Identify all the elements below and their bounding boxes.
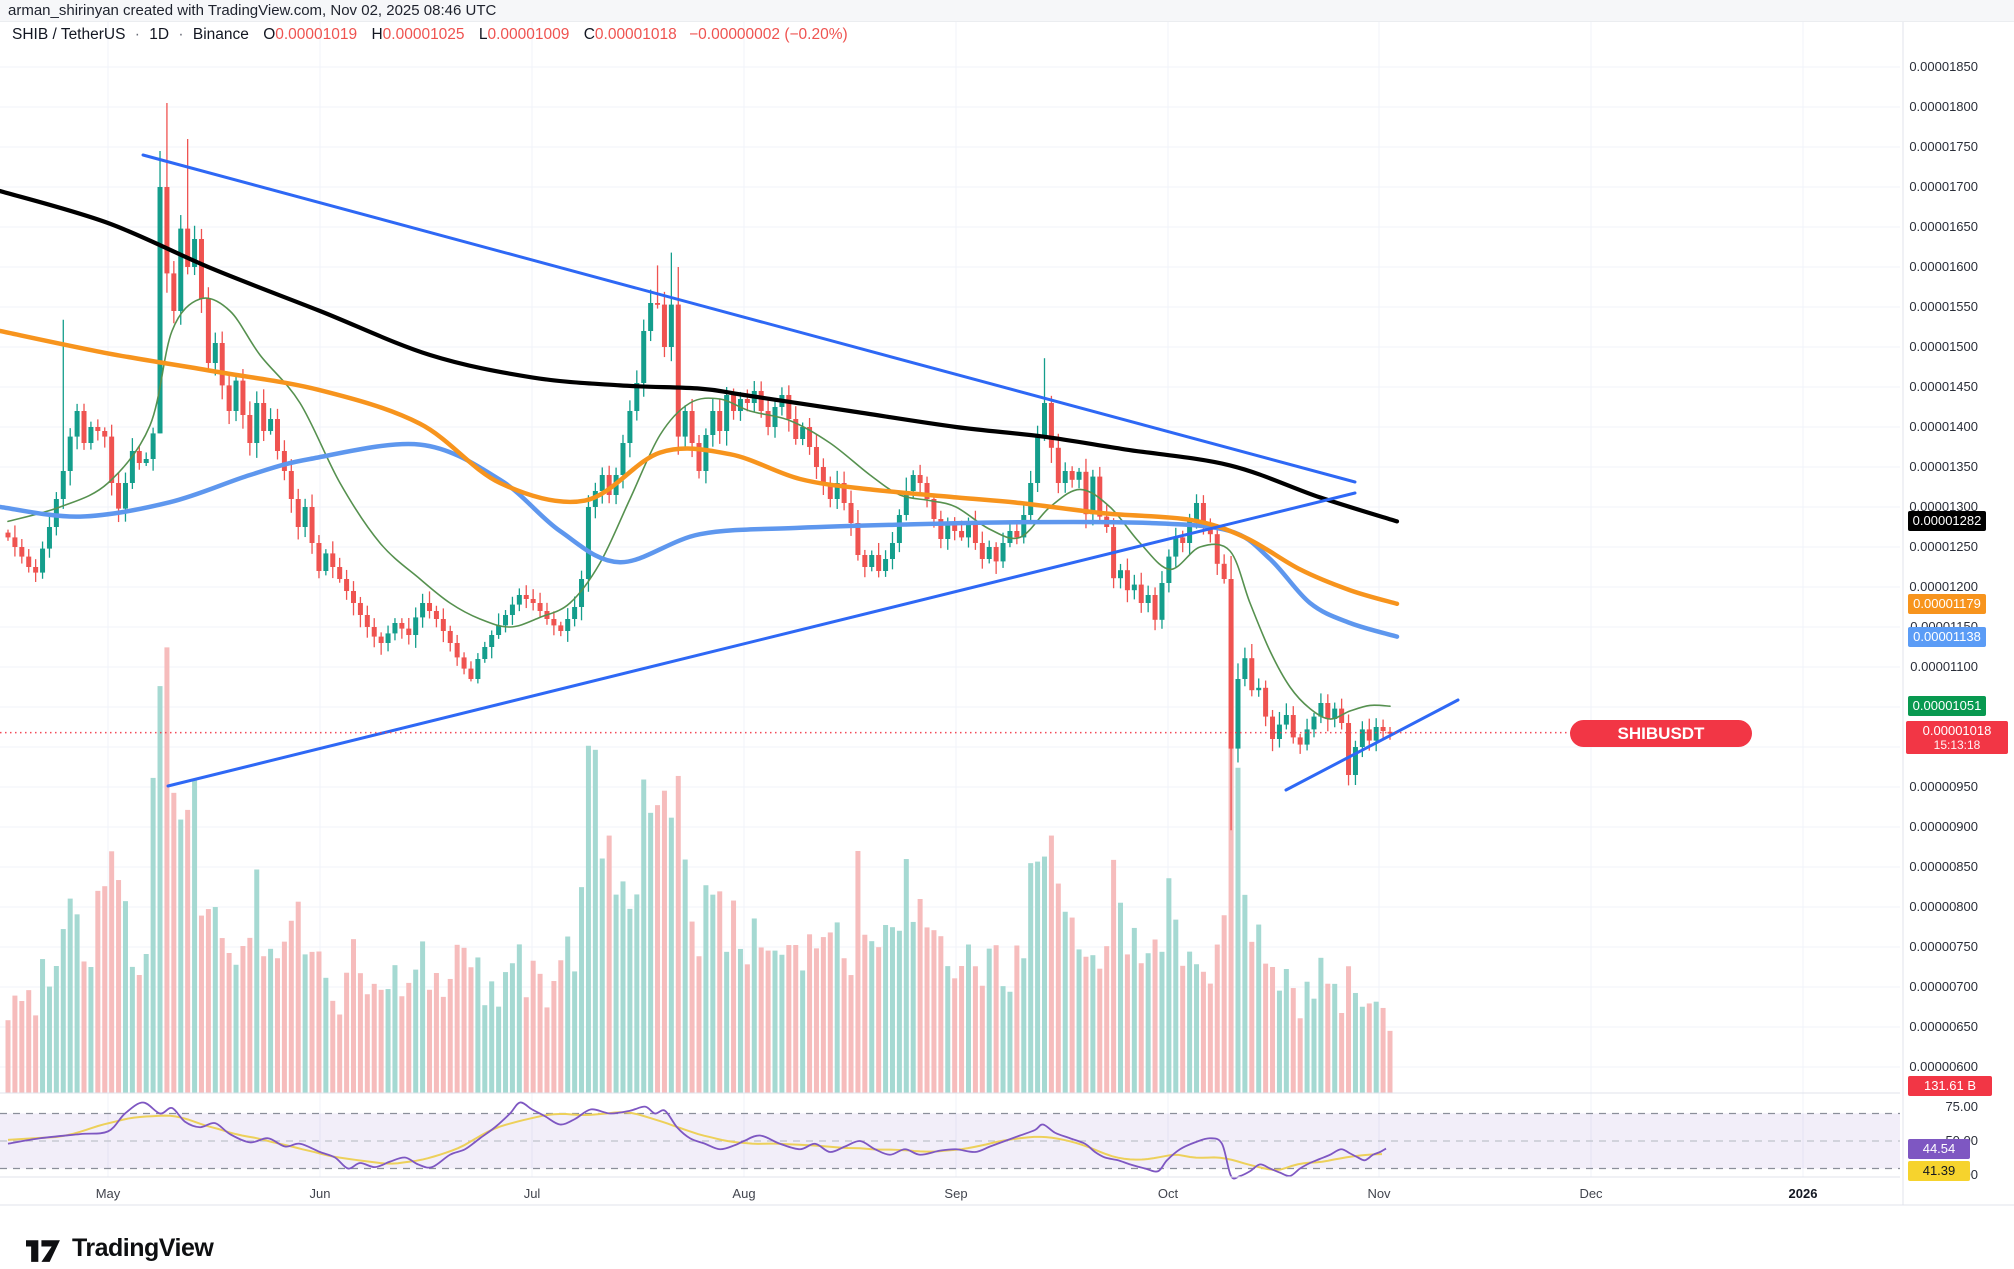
time-axis-label: Aug <box>732 1186 756 1201</box>
time-axis-label: Jun <box>309 1186 331 1201</box>
price-tick-label: 0.00001450 <box>1909 379 1978 394</box>
price-tick-label: 0.00001650 <box>1909 219 1978 234</box>
price-tick-label: 0.00001400 <box>1909 419 1978 434</box>
time-axis-label: Dec <box>1579 1186 1603 1201</box>
tradingview-logo[interactable]: TradingView <box>26 1234 214 1263</box>
price-tick-label: 0.00000700 <box>1909 979 1978 994</box>
legend-separator: · <box>178 26 184 43</box>
legend-low-label: L <box>478 26 488 43</box>
tradingview-logo-text: TradingView <box>72 1234 214 1262</box>
bar-countdown: 15:13:18 <box>1933 737 1981 752</box>
legend-exchange[interactable]: Binance <box>192 26 249 43</box>
legend-open-label: O <box>263 26 276 43</box>
price-tick-label: 0.00001100 <box>1910 659 1978 674</box>
symbol-price-pill: SHIBUSDT <box>1570 720 1752 747</box>
attribution-bar: arman_shirinyan created with TradingView… <box>0 0 2014 22</box>
price-tick-label: 0.00001700 <box>1909 179 1978 194</box>
volume-value-badge: 131.61 B <box>1908 1076 1992 1096</box>
time-axis-label: May <box>95 1186 121 1201</box>
price-tick-label: 0.00000900 <box>1909 819 1978 834</box>
chart-legend: SHIB / TetherUS · 1D · Binance O0.000010… <box>12 26 848 44</box>
price-tick-label: 0.00001600 <box>1909 259 1978 274</box>
legend-close-value: 0.00001018 <box>594 26 677 43</box>
legend-separator: · <box>134 26 140 43</box>
time-axis-label: Nov <box>1367 1186 1391 1201</box>
price-tick-label: 0.00001300 <box>1909 499 1978 514</box>
price-tick-label: 0.00001500 <box>1909 339 1978 354</box>
legend-interval[interactable]: 1D <box>149 26 170 43</box>
time-axis-label: Sep <box>944 1186 968 1201</box>
time-axis-label: Jul <box>523 1186 541 1201</box>
legend-high-label: H <box>371 26 383 43</box>
rsi-value-badge: 44.54 <box>1908 1138 1970 1159</box>
price-tick-label: 0.00001850 <box>1909 59 1978 74</box>
legend-close-label: C <box>583 26 595 43</box>
ma-price-badge: 0.00001051 <box>1908 696 1986 717</box>
rsi-tick-label: 75.00 <box>1945 1098 1978 1114</box>
last-price-value: 0.00001018 <box>1922 722 1992 738</box>
time-axis-label: 2026 <box>1788 1186 1818 1201</box>
price-tick-label: 0.00000800 <box>1909 899 1978 914</box>
price-tick-label: 0.00001200 <box>1909 579 1978 594</box>
ma-price-badge: 0.00001282 <box>1908 511 1986 532</box>
ma-price-badge: 0.00001138 <box>1908 626 1986 647</box>
legend-symbol[interactable]: SHIB / TetherUS <box>12 26 126 43</box>
time-axis-label: Oct <box>1157 1186 1179 1201</box>
legend-open-value: 0.00001019 <box>275 26 358 43</box>
rsi-value-badge: 41.39 <box>1908 1160 1970 1181</box>
price-tick-label: 0.00001550 <box>1909 299 1978 314</box>
ma-price-badge: 0.00001179 <box>1908 593 1986 614</box>
price-tick-label: 0.00000600 <box>1909 1059 1978 1074</box>
price-tick-label: 0.00000650 <box>1909 1019 1978 1034</box>
legend-change-value: −0.00000002 (−0.20%) <box>689 26 848 43</box>
price-tick-label: 0.00001250 <box>1909 539 1978 554</box>
price-tick-label: 0.00000950 <box>1909 779 1978 794</box>
last-price-badge: 0.00001018 15:13:18 <box>1906 720 2008 754</box>
attribution-text: arman_shirinyan created with TradingView… <box>8 2 497 19</box>
price-tick-label: 0.00001350 <box>1909 459 1978 474</box>
tradingview-logo-icon <box>26 1240 60 1262</box>
legend-high-value: 0.00001025 <box>382 26 465 43</box>
legend-low-value: 0.00001009 <box>487 26 570 43</box>
price-tick-label: 0.00000750 <box>1909 939 1978 954</box>
price-tick-label: 0.00001750 <box>1909 139 1978 154</box>
price-tick-label: 0.00000850 <box>1909 859 1978 874</box>
price-tick-label: 0.00001800 <box>1909 99 1978 114</box>
